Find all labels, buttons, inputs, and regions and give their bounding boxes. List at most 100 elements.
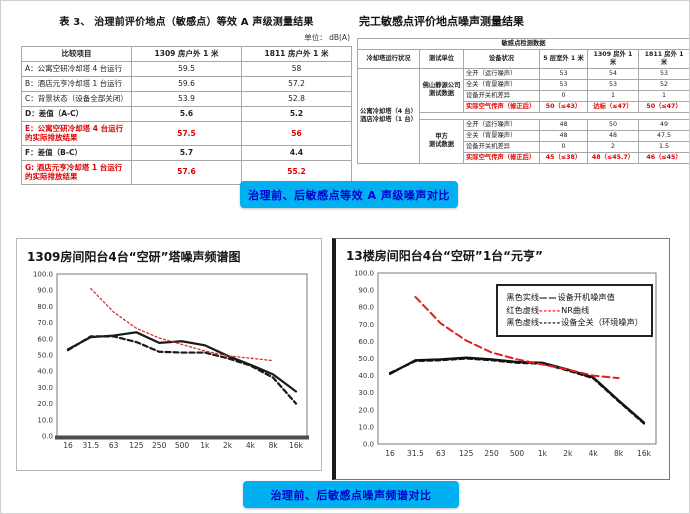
table1-title: 表 3、 治理前评价地点（敏感点）等效 A 声级测量结果 [59, 17, 314, 28]
pre-treatment-results-table: 比较项目 1309 房户外 1 米 1811 房户外 1 米 A：公寓空研冷却塔 4 … [21, 46, 352, 185]
table1-unit-label: 单位： dB(A) [304, 33, 350, 42]
table2-cell: 50（≤43） [539, 100, 588, 113]
table2-row: 设备开关机差异 0 2 1.5 [358, 140, 689, 153]
y-tick-label: 10.0 [358, 423, 374, 431]
table2-cell: 52 [637, 78, 689, 91]
y-tick-label: 60.0 [37, 335, 53, 343]
x-tick-label: 63 [436, 449, 446, 458]
table2-cell: 48 [539, 118, 588, 131]
x-tick-label: 8k [614, 449, 624, 458]
y-tick-label: 40.0 [37, 368, 53, 376]
table2-cell: 1 [587, 89, 639, 102]
y-tick-label: 0.0 [42, 433, 53, 441]
table1-cell: 5.2 [241, 106, 352, 122]
chart-line-dashed [388, 357, 646, 425]
y-tick-label: 30.0 [37, 384, 53, 392]
table1-header-cell: 比较项目 [21, 46, 132, 62]
table1-cell: 55.2 [241, 159, 352, 185]
table2-cell: 全关（背景噪声） [463, 78, 540, 91]
table2-cell: 50 [587, 118, 639, 131]
table1-cell: 52.8 [241, 91, 352, 107]
table2-header-cell: 测试单位 [419, 49, 464, 69]
table2-header-cell: 敏感点检测数据 [356, 38, 689, 50]
table2-cell: 全开（运行噪声） [463, 118, 540, 131]
table1-header-cell: 1811 房户外 1 米 [241, 46, 352, 62]
chart1-title: 1309房间阳台4台“空研”塔噪声频谱图 [27, 250, 241, 264]
table2-cell: 53 [587, 78, 639, 91]
x-tick-label: 16 [385, 449, 395, 458]
table2-cell: 设备开关机差异 [463, 140, 540, 153]
table1-cell: G: 酒店元亨冷却塔 1 台运行的实际排放结果 [21, 159, 132, 185]
table1-cell: F：差值（B-C） [21, 144, 132, 161]
table2-cell: 2 [587, 140, 639, 153]
banner-a-level-comparison: 治理前、后敏感点等效 A 声级噪声对比 [240, 181, 458, 208]
table1-row: C：背景状态（设备全部关闭） 53.9 52.8 [21, 91, 352, 107]
table2-cell: 54 [587, 67, 639, 80]
table2-cell: 佛山静源公司 测试数据 [419, 67, 464, 113]
table1-cell: 59.5 [131, 61, 242, 77]
table2-cell: 公寓冷却塔（4 台） 酒店冷却塔（1 台） [357, 67, 420, 164]
table2-cell: 全关（背景噪声） [463, 129, 540, 142]
legend-entry: 红色虚线-----NR曲线 [506, 304, 590, 315]
table2-row: 实际空气传声（修正后） 50（≤43） 达标（≤47） 50（≤47） [358, 100, 689, 113]
table2-cell: 53 [637, 67, 689, 80]
table2-cell: 45（≤38） [539, 151, 588, 164]
table2-cell: 49 [637, 118, 689, 131]
x-tick-label: 2k [563, 449, 573, 458]
chart-line-dotted [90, 287, 274, 362]
table2-header-cell: 1811 房外 1 米 [637, 49, 689, 69]
table2-row: 实际空气传声（修正后） 45（≤38） 48（≤45.7） 46（≤45） [358, 151, 689, 164]
chart1-holder: 0.0 10.0 20.0 30.0 40.0 50.0 60.0 70.0 80.0 90.0 1… [23, 269, 317, 466]
chart-line-dashed [66, 335, 298, 405]
y-tick-label: 100.0 [354, 270, 374, 278]
table2-title: 完工敏感点评价地点噪声测量结果 [359, 15, 524, 28]
table1-cell: 53.9 [131, 91, 242, 107]
chart-line-red-dashed [414, 295, 620, 380]
y-tick-label: 50.0 [37, 352, 53, 360]
x-tick-label: 500 [510, 449, 525, 458]
table1-row: F：差值（B-C） 5.7 4.4 [21, 144, 352, 161]
plot-area-border [377, 272, 657, 445]
y-tick-label: 80.0 [358, 304, 374, 312]
table1-row: 比较项目 1309 房户外 1 米 1811 房户外 1 米 [21, 46, 352, 62]
table2-row: 冷却塔运行状况 测试单位 设备状况 5 层室外 1 米 1309 房外 1 米 1811 … [357, 49, 689, 69]
table1-cell: E：公寓空研冷却塔 4 台运行的实际排放结果 [21, 121, 132, 146]
table2-header-cell: 5 层室外 1 米 [539, 49, 588, 69]
x-tick-label: 2k [223, 441, 233, 450]
x-tick-label: 125 [129, 441, 144, 450]
y-tick-label: 10.0 [37, 416, 53, 424]
x-tick-label: 63 [109, 441, 119, 450]
y-tick-label: 90.0 [358, 287, 374, 295]
table2-cell: 实际空气传声（修正后） [463, 151, 540, 164]
table1-cell: D：差值（A-C） [21, 106, 132, 122]
table1-cell: B：酒店元亨冷却塔 1 台运行 [21, 76, 132, 92]
table2-cell: 48 [539, 129, 588, 142]
chart2-legend: 黑色实线——设备开机噪声值 红色虚线-----NR曲线 黑色虚线-----设备全关（… [496, 284, 653, 338]
table1-cell: 57.6 [131, 159, 242, 185]
plot-area-border [56, 273, 308, 437]
table2-cell: 50（≤47） [637, 100, 689, 113]
legend-entry: 黑色虚线-----设备全关（环境噪声） [506, 317, 643, 328]
x-tick-label: 16k [289, 441, 304, 450]
table2-cell: 53 [539, 78, 588, 91]
x-tick-label: 1k [538, 449, 548, 458]
table1-cell: A：公寓空研冷却塔 4 台运行 [21, 61, 132, 77]
y-tick-label: 100.0 [33, 271, 53, 279]
table1-cell: 5.7 [131, 144, 242, 161]
spectrum-chart-13floor: 0.0 10.0 20.0 30.0 40.0 50.0 60.0 70.0 80.0 90.0 1… [354, 270, 657, 458]
legend-line-sample: —— [539, 292, 558, 302]
legend-line-sample: ----- [539, 304, 562, 315]
table1-cell: 58 [241, 61, 352, 77]
table2-row: 全关（背景噪声） 48 48 47.5 [358, 129, 689, 142]
chart-panel-13floor: 13楼房间阳台4台“空研”1台“元亨” 0.0 10.0 20.0 30.0 40.0 5… [332, 238, 670, 480]
table2-header-cell: 设备状况 [463, 49, 540, 69]
y-tick-label: 20.0 [358, 406, 374, 414]
x-tick-label: 125 [459, 449, 474, 458]
banner-spectrum-comparison: 治理前、后敏感点噪声频谱对比 [243, 481, 459, 508]
x-tick-label: 500 [175, 441, 190, 450]
y-tick-label: 40.0 [358, 372, 374, 380]
table2-cell: 设备开关机差异 [463, 89, 540, 102]
table1-row: A：公寓空研冷却塔 4 台运行 59.5 58 [21, 61, 352, 77]
y-tick-label: 70.0 [37, 319, 53, 327]
